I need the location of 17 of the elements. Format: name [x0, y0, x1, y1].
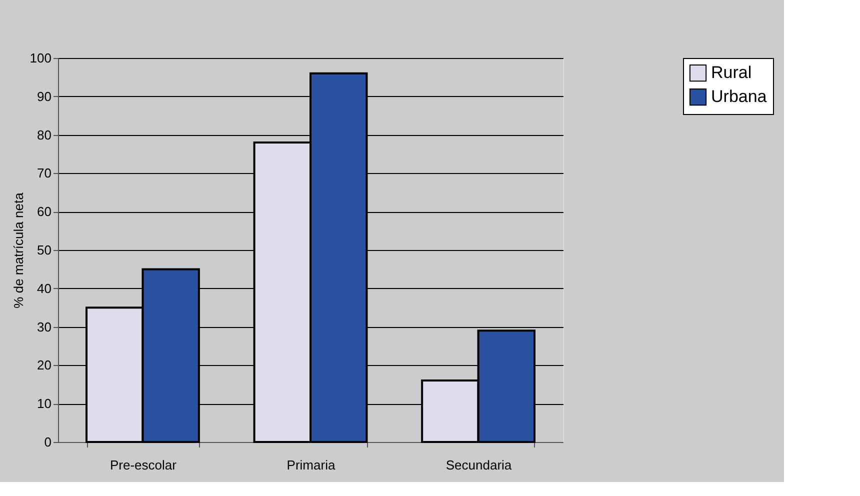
y-tick-label: 80	[37, 127, 52, 142]
y-axis-title: % de matrícula neta	[10, 192, 26, 308]
legend-label: Urbana	[711, 87, 768, 106]
x-tick-label: Secundaria	[446, 458, 512, 472]
y-tick-label: 40	[37, 280, 52, 296]
y-tick-label: 60	[37, 204, 52, 220]
x-tick-label: Primaria	[286, 458, 336, 472]
legend-label: Rural	[711, 63, 752, 82]
y-tick-label: 100	[30, 50, 52, 66]
y-tick-label: 70	[37, 166, 52, 181]
y-tick-label: 50	[37, 242, 52, 258]
y-tick-label: 10	[37, 396, 52, 412]
y-tick-label: 90	[37, 88, 52, 104]
y-tick-label: 0	[44, 434, 52, 450]
y-tick-label: 20	[37, 358, 52, 373]
x-tick-label: Pre-escolar	[110, 458, 178, 472]
y-tick-label: 30	[37, 319, 52, 334]
